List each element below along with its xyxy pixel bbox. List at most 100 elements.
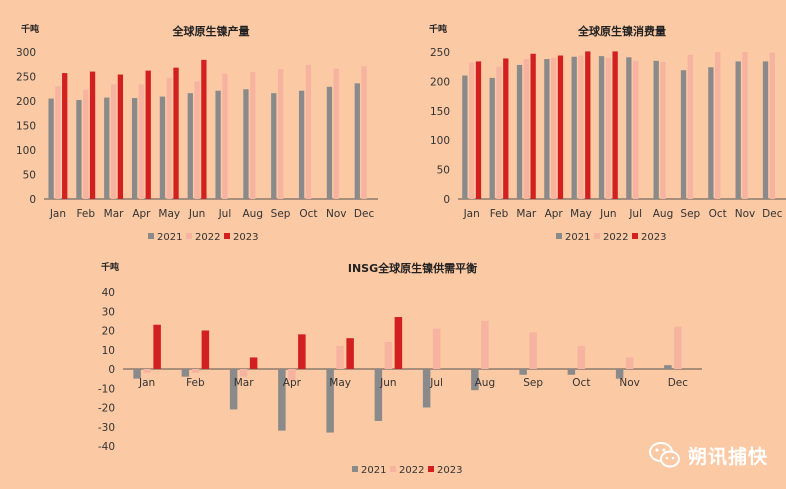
- bar-2021-Mar: [104, 97, 110, 199]
- bar-2021-Jun: [374, 369, 383, 421]
- x-tick-label: Sep: [271, 208, 291, 220]
- legend-swatch-2023: [224, 233, 230, 239]
- x-tick-label: Jun: [599, 208, 616, 220]
- x-tick-label: Dec: [762, 208, 783, 220]
- x-tick-label: Jul: [628, 208, 642, 220]
- bar-2022-Apr: [551, 57, 557, 199]
- bar-2022-Jul: [222, 73, 228, 199]
- bar-2021-Mar: [229, 369, 238, 410]
- bar-2021-May: [571, 56, 577, 200]
- bar-2022-Oct: [577, 345, 586, 369]
- x-tick-label: Aug: [242, 208, 263, 220]
- x-tick-label: Jun: [188, 208, 205, 220]
- legend-label-2021: 2021: [565, 232, 590, 243]
- x-tick-label: Mar: [516, 208, 536, 220]
- bar-2021-Jul: [215, 90, 221, 199]
- legend-swatch-2022: [186, 233, 192, 239]
- x-tick-label: Apr: [283, 377, 302, 389]
- bar-2022-Oct: [715, 52, 721, 199]
- bar-2023-Jan: [62, 73, 68, 199]
- legend-label-2021: 2021: [361, 465, 386, 476]
- bar-2023-May: [585, 51, 591, 199]
- bar-2021-Sep: [271, 93, 277, 199]
- y-tick-label: 250: [430, 47, 450, 59]
- bar-2022-Jan: [469, 62, 475, 199]
- bar-2022-May: [166, 77, 172, 199]
- x-tick-label: Dec: [668, 377, 689, 389]
- bar-2023-May: [173, 67, 179, 200]
- x-tick-label: May: [570, 208, 592, 220]
- legend-label-2022: 2022: [195, 232, 220, 243]
- y-tick-label: 150: [16, 121, 36, 133]
- bar-2022-Dec: [674, 326, 682, 369]
- y-tick-label: 0: [443, 194, 450, 206]
- bar-2022-Feb: [191, 369, 200, 373]
- bar-2021-Sep: [519, 369, 527, 375]
- bar-2023-Feb: [89, 71, 96, 199]
- legend-swatch-2023: [632, 233, 638, 239]
- y-tick-label: -30: [98, 422, 115, 434]
- bar-2022-Aug: [660, 61, 666, 199]
- legend-label-2021: 2021: [157, 232, 182, 243]
- bar-2022-Sep: [529, 332, 537, 369]
- bar-2021-Jun: [598, 56, 605, 200]
- unit-label-production: 千吨: [21, 23, 39, 35]
- y-tick-label: 300: [16, 47, 36, 59]
- x-tick-label: Apr: [132, 208, 151, 220]
- y-tick-label: 50: [437, 165, 450, 177]
- bar-2022-Nov: [742, 52, 748, 199]
- y-tick-label: -40: [98, 441, 115, 453]
- bar-2021-Oct: [708, 67, 714, 200]
- bar-2022-Mar: [110, 84, 117, 199]
- bar-2021-Feb: [76, 100, 82, 199]
- legend-swatch-2021: [148, 233, 154, 239]
- bar-2021-Jan: [462, 75, 468, 199]
- x-tick-label: Jul: [218, 208, 232, 220]
- y-tick-label: 100: [430, 135, 450, 147]
- chart-title-consumption: 全球原生镍消费量: [577, 24, 666, 38]
- x-tick-label: Jun: [379, 377, 396, 389]
- y-tick-label: 20: [102, 326, 115, 338]
- bar-2021-Jul: [626, 57, 632, 200]
- bar-2022-Jul: [432, 328, 441, 369]
- legend-swatch-2022: [390, 466, 396, 472]
- x-tick-label: Sep: [523, 377, 543, 389]
- x-tick-label: Jul: [429, 377, 443, 389]
- bar-2021-Jul: [422, 369, 431, 408]
- bar-2023-Mar: [117, 74, 124, 199]
- bar-2023-Jun: [394, 317, 403, 369]
- wechat-logo-icon: [649, 442, 680, 468]
- bar-2023-Jan: [153, 324, 161, 369]
- y-tick-label: 10: [102, 345, 115, 357]
- y-tick-label: 30: [102, 306, 115, 318]
- y-tick-label: 250: [16, 72, 36, 84]
- x-tick-label: Nov: [619, 377, 640, 389]
- y-tick-label: 200: [16, 96, 36, 108]
- bar-2023-Mar: [249, 357, 258, 369]
- x-tick-label: Jan: [138, 377, 155, 389]
- bar-2021-Feb: [181, 369, 190, 377]
- bar-2022-Feb: [496, 66, 502, 199]
- bar-2023-Jun: [612, 51, 618, 199]
- x-tick-label: Aug: [653, 208, 674, 220]
- bar-2021-Apr: [131, 98, 138, 199]
- bar-2022-Sep: [277, 69, 284, 200]
- bar-2021-May: [159, 96, 166, 199]
- bar-2022-Aug: [250, 72, 256, 199]
- bar-2022-Sep: [687, 54, 693, 199]
- bar-2021-Dec: [354, 83, 360, 199]
- bar-2023-Apr: [557, 55, 564, 199]
- y-tick-label: 0: [108, 364, 115, 376]
- x-tick-label: Nov: [735, 208, 756, 220]
- bar-2023-Jan: [475, 61, 482, 199]
- legend-label-2022: 2022: [603, 232, 628, 243]
- bar-2021-Apr: [544, 59, 550, 199]
- y-tick-label: 50: [23, 170, 36, 182]
- x-tick-label: Oct: [299, 208, 317, 220]
- x-tick-label: Feb: [76, 208, 95, 220]
- x-tick-label: Feb: [490, 208, 509, 220]
- y-tick-label: -20: [98, 403, 115, 415]
- bar-2022-Jan: [55, 86, 61, 199]
- x-tick-label: May: [329, 377, 351, 389]
- bar-2021-Nov: [615, 369, 624, 379]
